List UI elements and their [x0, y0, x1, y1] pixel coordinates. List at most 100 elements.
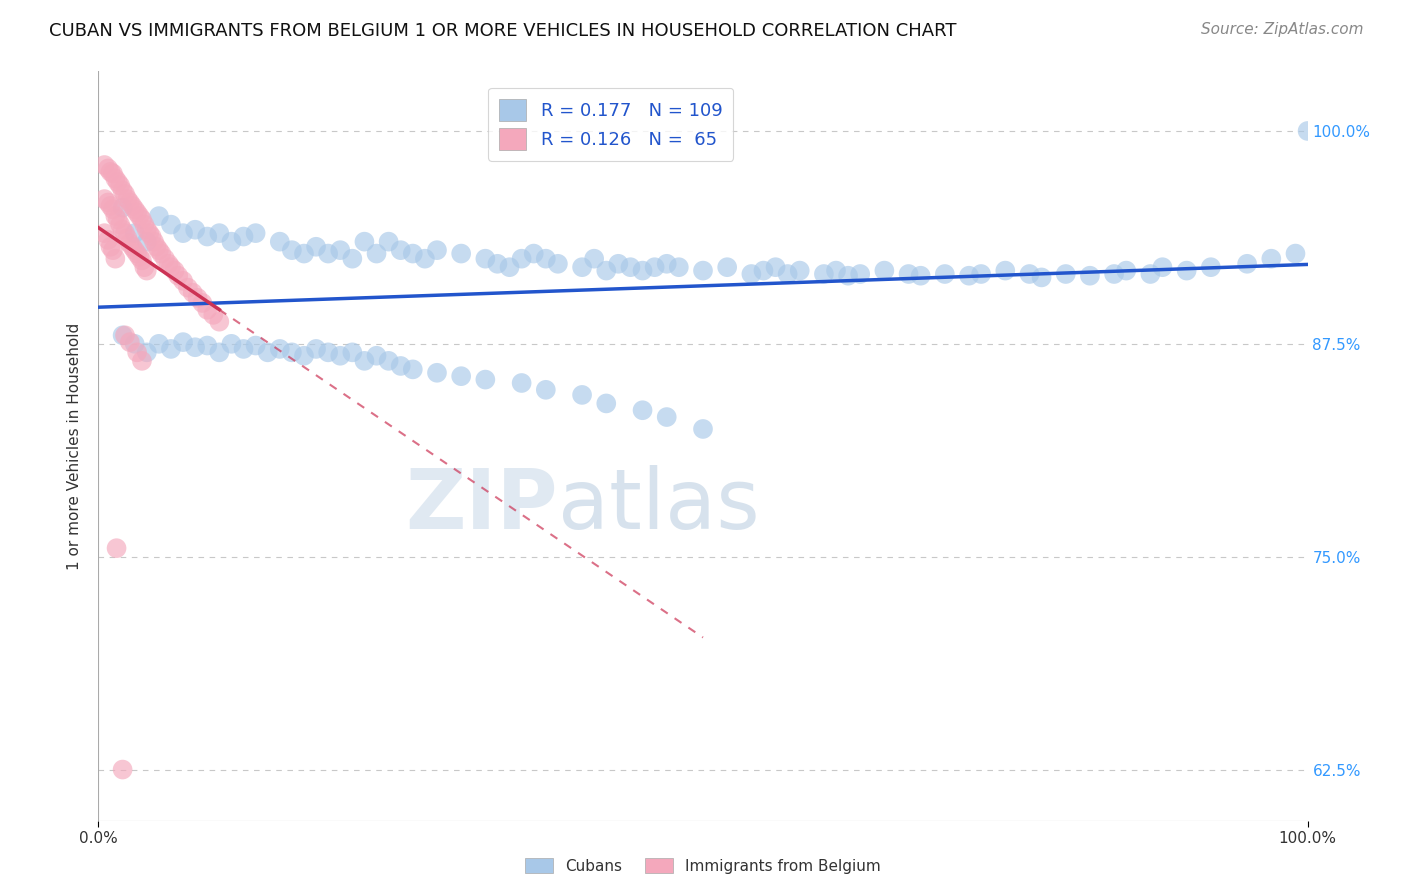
Point: [353, 354, 375, 368]
Point: [256, 345, 278, 359]
Point: [402, 362, 425, 376]
Point: [245, 338, 267, 352]
Point: [100, 240, 122, 254]
Point: [97, 195, 120, 210]
Point: [128, 209, 150, 223]
Point: [655, 257, 678, 271]
Point: [105, 541, 128, 556]
Point: [124, 243, 146, 257]
Point: [118, 236, 141, 251]
Point: [187, 291, 209, 305]
Point: [221, 235, 243, 249]
Point: [100, 199, 122, 213]
Point: [191, 296, 214, 310]
Point: [789, 263, 811, 277]
Point: [571, 388, 593, 402]
Point: [135, 345, 157, 359]
Point: [184, 340, 207, 354]
Point: [1199, 260, 1222, 275]
Text: ZIP: ZIP: [405, 466, 558, 547]
Point: [571, 260, 593, 275]
Point: [776, 267, 799, 281]
Point: [93, 192, 115, 206]
Point: [450, 369, 472, 384]
Point: [1284, 246, 1306, 260]
Point: [413, 252, 436, 266]
Point: [128, 250, 150, 264]
Point: [752, 263, 775, 277]
Point: [316, 246, 339, 260]
Point: [765, 260, 787, 275]
Text: Source: ZipAtlas.com: Source: ZipAtlas.com: [1201, 22, 1364, 37]
Point: [292, 246, 315, 260]
Point: [117, 192, 139, 206]
Point: [377, 235, 399, 249]
Point: [111, 184, 134, 198]
Point: [1115, 263, 1137, 277]
Point: [172, 274, 194, 288]
Point: [305, 240, 328, 254]
Point: [281, 243, 304, 257]
Point: [849, 267, 872, 281]
Point: [269, 342, 291, 356]
Point: [135, 263, 157, 277]
Point: [93, 226, 115, 240]
Point: [127, 246, 149, 260]
Point: [160, 218, 183, 232]
Point: [172, 226, 194, 240]
Point: [342, 252, 364, 266]
Point: [97, 233, 120, 247]
Point: [402, 246, 425, 260]
Point: [994, 263, 1017, 277]
Point: [153, 252, 176, 266]
Point: [134, 260, 156, 275]
Point: [232, 229, 254, 244]
Point: [124, 202, 146, 217]
Point: [232, 342, 254, 356]
Point: [208, 345, 231, 359]
Point: [305, 342, 328, 356]
Point: [1018, 267, 1040, 281]
Point: [837, 268, 859, 283]
Point: [547, 257, 569, 271]
Point: [148, 243, 170, 257]
Point: [1031, 270, 1053, 285]
Text: CUBAN VS IMMIGRANTS FROM BELGIUM 1 OR MORE VEHICLES IN HOUSEHOLD CORRELATION CHA: CUBAN VS IMMIGRANTS FROM BELGIUM 1 OR MO…: [49, 22, 956, 40]
Point: [134, 218, 156, 232]
Point: [510, 376, 533, 390]
Point: [534, 252, 557, 266]
Point: [121, 199, 143, 213]
Point: [177, 280, 200, 294]
Point: [873, 263, 896, 277]
Point: [131, 212, 153, 227]
Point: [366, 349, 388, 363]
Point: [141, 229, 163, 244]
Point: [595, 396, 617, 410]
Point: [163, 263, 186, 277]
Point: [101, 167, 124, 181]
Point: [124, 226, 146, 240]
Point: [118, 335, 141, 350]
Point: [93, 158, 115, 172]
Point: [1078, 268, 1101, 283]
Point: [583, 252, 606, 266]
Point: [668, 260, 690, 275]
Point: [366, 246, 388, 260]
Point: [181, 285, 204, 300]
Point: [114, 328, 136, 343]
Point: [111, 223, 134, 237]
Point: [131, 253, 153, 268]
Point: [135, 223, 157, 237]
Point: [631, 263, 654, 277]
Point: [1139, 267, 1161, 281]
Point: [353, 235, 375, 249]
Point: [157, 257, 180, 271]
Point: [135, 235, 157, 249]
Point: [825, 263, 848, 277]
Point: [957, 268, 980, 283]
Point: [221, 336, 243, 351]
Point: [934, 267, 956, 281]
Point: [1260, 252, 1282, 266]
Point: [716, 260, 738, 275]
Point: [692, 422, 714, 436]
